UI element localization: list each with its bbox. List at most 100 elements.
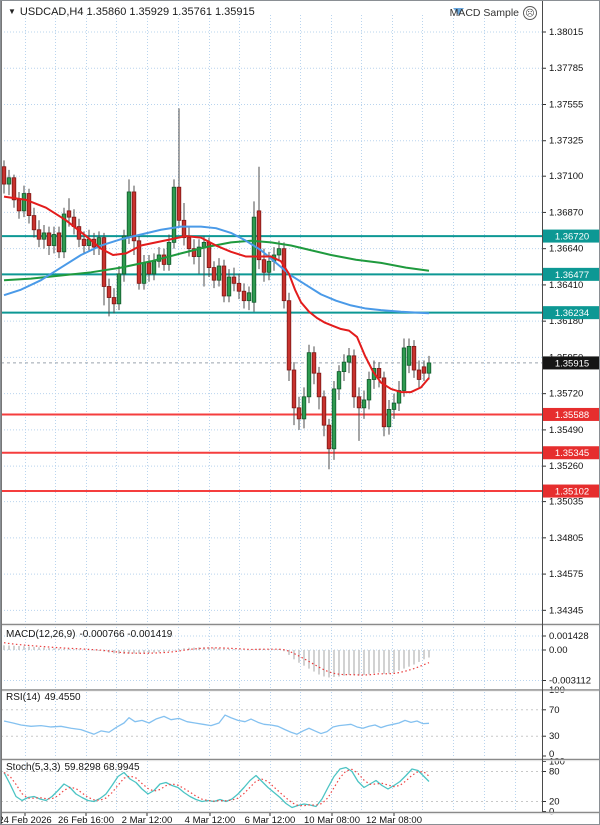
price-badge-red-text: 1.35102: [555, 487, 589, 498]
candle-bull: [141, 262, 147, 284]
ea-smiley-icon[interactable]: ☹: [523, 6, 537, 20]
candle-bull: [41, 232, 47, 240]
candle-bear: [296, 407, 302, 420]
price-tick-label: 1.37555: [549, 99, 583, 110]
candle-bear: [316, 372, 322, 398]
candle-bear: [161, 254, 167, 265]
candle-bear: [26, 193, 32, 216]
time-label: 2 Mar 12:00: [122, 815, 173, 825]
candle-bear: [211, 267, 217, 281]
candle-bull: [401, 347, 407, 391]
price-badge-teal-text: 1.36477: [555, 270, 589, 281]
stoch-axis-label: 20: [549, 797, 560, 808]
candle-bull: [301, 396, 307, 420]
candle-bull: [366, 379, 372, 401]
candle-bear: [66, 210, 72, 218]
rsi-values: 49.4550: [44, 692, 81, 703]
candle-bear: [381, 377, 387, 428]
candle-bull: [426, 362, 432, 374]
time-label: 12 Mar 08:00: [366, 815, 422, 825]
candle-bear: [376, 368, 382, 379]
ma-slow-green: [3, 239, 430, 282]
price-tick-label: 1.38015: [549, 27, 583, 38]
candle-bull: [246, 292, 252, 302]
candle-bear: [31, 215, 37, 231]
candle-bull: [361, 399, 367, 409]
price-tick-label: 1.36640: [549, 244, 583, 255]
candle-bull: [276, 248, 282, 256]
macd-panel-label: MACD(12,26,9) -0.000766 -0.001419: [6, 629, 176, 640]
candle-bull: [121, 235, 127, 275]
expert-advisor-label: MACD Sample ☹: [450, 6, 537, 20]
symbol-dropdown-icon[interactable]: ▼: [8, 7, 16, 16]
time-label: 10 Mar 08:00: [304, 815, 360, 825]
candle-bear: [111, 297, 117, 305]
price-tick-label: 1.37325: [549, 136, 583, 147]
macd-values: -0.000766 -0.001419: [79, 629, 173, 640]
rsi-axis-label: 30: [549, 731, 560, 742]
time-label: 26 Feb 16:00: [58, 815, 114, 825]
candle-bear: [256, 210, 262, 261]
candle-bear: [1, 166, 7, 185]
candle-bull: [391, 402, 397, 410]
price-tick-label: 1.34345: [549, 605, 583, 616]
time-label: 4 Mar 12:00: [185, 815, 236, 825]
symbol-ohlc-title: USDCAD,H4 1.35860 1.35929 1.35761 1.3591…: [19, 6, 255, 18]
candle-bear: [36, 229, 42, 240]
macd-axis-label: 0.00: [549, 645, 568, 656]
candle-bull: [216, 265, 222, 281]
candle-bull: [196, 246, 202, 257]
time-label: 6 Mar 12:00: [245, 815, 296, 825]
candle-bear: [146, 262, 152, 275]
price-tick-label: 1.34805: [549, 533, 583, 544]
stoch-panel-label: Stoch(5,3,3) 59.8298 68.9945: [6, 762, 144, 773]
price-tick-label: 1.36410: [549, 280, 583, 291]
candle-bull: [6, 177, 12, 185]
price-badge-red: [543, 446, 599, 460]
candle-bear: [81, 238, 87, 246]
candle-bull: [341, 361, 347, 372]
candle-bull: [226, 276, 232, 297]
candle-bear: [286, 300, 292, 371]
candle-bear: [56, 232, 62, 253]
candle-bear: [231, 276, 237, 284]
candle-bear: [181, 219, 187, 239]
rsi-name: RSI(14): [6, 692, 41, 703]
price-badge-red: [543, 484, 599, 498]
candle-bull: [116, 273, 122, 305]
candle-bear: [291, 369, 297, 409]
macd-name: MACD(12,26,9): [6, 629, 76, 640]
candle-bull: [251, 216, 257, 303]
candle-bear: [241, 290, 247, 302]
candle-bear: [281, 248, 287, 302]
price-badge-red: [543, 407, 599, 421]
price-badge-red-text: 1.35588: [555, 410, 589, 421]
candle-bull: [126, 191, 132, 237]
candle-bear: [236, 282, 242, 292]
stoch-axis-label: 80: [549, 767, 560, 778]
candle-bull: [51, 234, 57, 246]
ma-mid-blue: [3, 225, 430, 315]
price-tick-label: 1.35260: [549, 461, 583, 472]
candle-bull: [406, 345, 412, 366]
candle-bear: [131, 191, 137, 242]
candle-bear: [11, 177, 17, 201]
candle-bear: [191, 248, 197, 257]
candle-bear: [221, 265, 227, 297]
stoch-values: 59.8298 68.9945: [64, 762, 140, 773]
candle-bear: [351, 355, 357, 398]
autoscroll-marker-icon[interactable]: [453, 8, 464, 15]
macd-axis-label: -0.003112: [549, 675, 591, 686]
price-badge-teal-text: 1.36234: [555, 308, 589, 319]
ea-name: MACD Sample: [449, 7, 519, 19]
candle-bear: [416, 369, 422, 380]
rsi-panel-label: RSI(14) 49.4550: [6, 692, 85, 703]
current-price-badge: [543, 356, 599, 370]
candle-bull: [61, 213, 67, 253]
candle-bear: [421, 366, 427, 374]
candle-bear: [136, 240, 142, 284]
candle-bear: [326, 424, 332, 450]
candle-bear: [186, 237, 192, 250]
